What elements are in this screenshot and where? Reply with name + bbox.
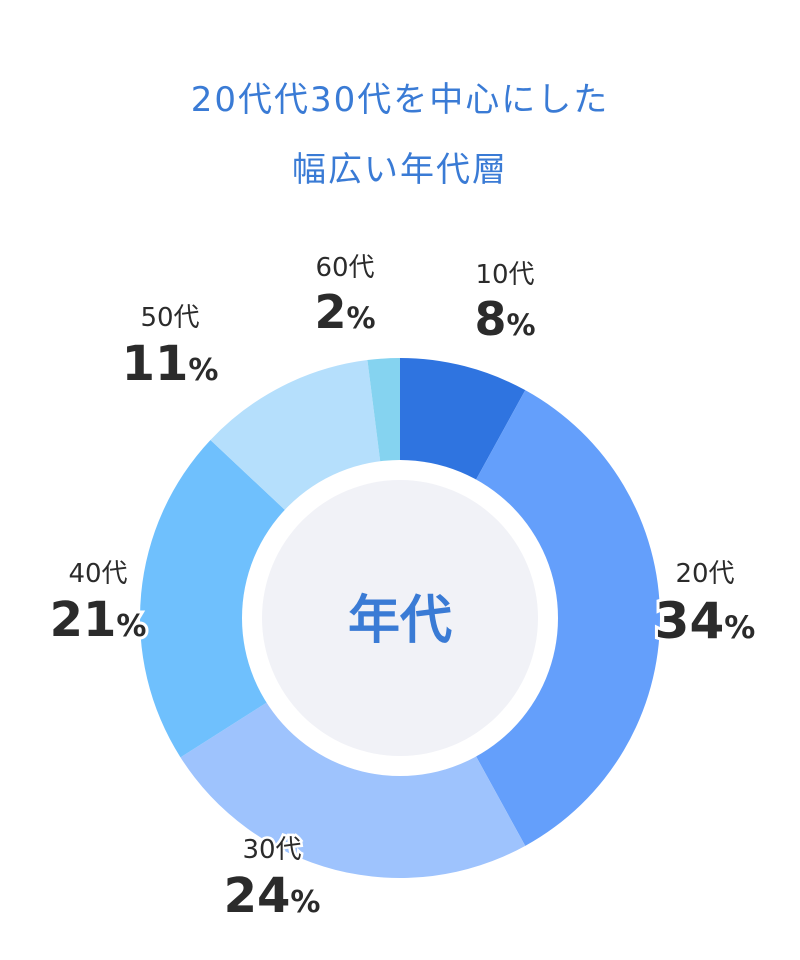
slice-value-label: 8% (474, 292, 535, 346)
slice-3 (180, 698, 526, 878)
chart-title-line-1: 20代代30代を中心にした (190, 80, 610, 120)
slice-value-label: 24% (224, 868, 321, 924)
slice-category-label: 60代 (315, 253, 374, 283)
center-label: 年代 (348, 591, 452, 651)
slice-category-label: 40代 (68, 559, 127, 589)
chart-slices (140, 358, 660, 878)
slice-value-label: 11% (122, 336, 219, 392)
slice-value-label: 2% (314, 285, 375, 339)
slice-2 (472, 390, 660, 846)
donut-hole (262, 480, 538, 756)
chart-title-line-2: 幅広い年代層 (292, 150, 508, 190)
slice-4 (140, 440, 291, 758)
slice-category-label: 50代 (140, 303, 199, 333)
slice-1 (400, 358, 526, 487)
slice-category-label: 20代 (675, 559, 734, 589)
slice-category-label: 30代 (242, 835, 301, 865)
slice-category-label: 10代 (475, 260, 534, 290)
slice-value-label: 34% (655, 592, 756, 650)
slice-6 (367, 358, 400, 470)
slice-value-label: 21% (50, 592, 147, 648)
